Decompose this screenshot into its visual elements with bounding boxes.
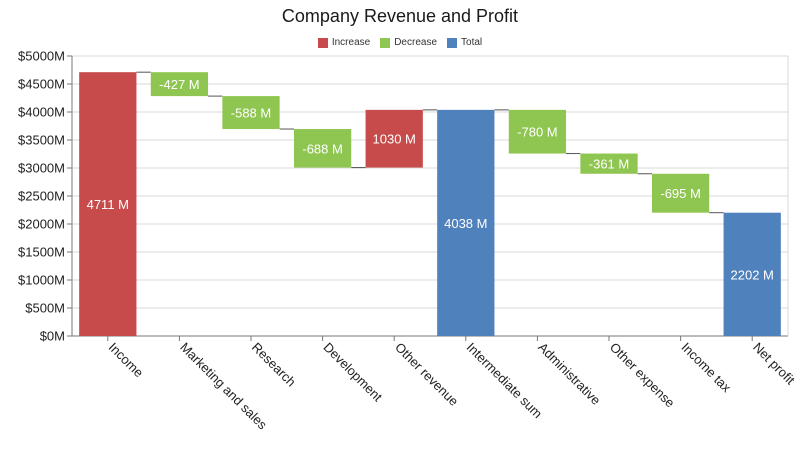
bar-total — [723, 212, 781, 336]
y-tick-label: $4500M — [18, 77, 65, 92]
bar-increase — [365, 109, 423, 168]
chart-title: Company Revenue and Profit — [281, 6, 519, 26]
x-tick-label: Research — [249, 340, 299, 390]
data-label: -780 M — [517, 125, 557, 140]
data-label: -427 M — [159, 77, 199, 92]
y-tick-label: $2000M — [18, 217, 65, 232]
y-tick-label: $4000M — [18, 105, 65, 120]
legend-label-decrease: Decrease — [394, 37, 438, 48]
x-tick-label: Net profit — [750, 340, 798, 388]
y-tick-label: $500M — [25, 301, 65, 316]
bar-decrease — [150, 72, 209, 97]
y-tick-label: $3000M — [18, 161, 65, 176]
data-label: -588 M — [231, 106, 271, 121]
legend-item-decrease: Decrease — [380, 37, 437, 48]
x-tick-label: Intermediate sum — [464, 340, 546, 422]
bar-increase — [79, 72, 137, 337]
data-label: -361 M — [589, 157, 629, 172]
bar-decrease — [651, 173, 710, 213]
y-tick-label: $2500M — [18, 189, 65, 204]
bar-decrease — [580, 153, 638, 174]
legend-item-increase: Increase — [317, 37, 371, 48]
y-tick-label: $1500M — [18, 245, 65, 260]
bar-decrease — [222, 96, 280, 130]
legend-swatch-total — [447, 37, 458, 48]
y-tick-label: $1000M — [18, 273, 65, 288]
y-tick-label: $0M — [40, 329, 65, 344]
x-tick-label: Income — [106, 340, 147, 381]
legend-item-total: Total — [447, 37, 482, 48]
x-tick-label: Other expense — [607, 340, 678, 411]
legend-swatch-increase — [317, 37, 328, 48]
data-label: 4711 M — [87, 197, 129, 212]
chart-legend: Increase Decrease Total — [0, 37, 800, 48]
data-label: -688 M — [302, 141, 342, 156]
x-tick-label: Income tax — [678, 340, 734, 396]
data-label: 2202 M — [731, 267, 774, 282]
x-tick-label: Administrative — [535, 340, 603, 408]
data-label: 4038 M — [444, 216, 487, 231]
data-label: 1030 M — [373, 132, 416, 147]
x-tick-label: Other revenue — [392, 340, 461, 409]
data-label: -695 M — [660, 186, 700, 201]
x-tick-label: Development — [320, 340, 385, 405]
legend-swatch-decrease — [380, 37, 391, 48]
y-tick-label: $3500M — [18, 133, 65, 148]
bar-decrease — [293, 129, 352, 168]
y-tick-label: $5000M — [18, 49, 65, 64]
bar-total — [437, 109, 495, 336]
bar-decrease — [508, 109, 567, 154]
legend-label-increase: Increase — [331, 37, 371, 48]
legend-label-total: Total — [461, 37, 483, 48]
